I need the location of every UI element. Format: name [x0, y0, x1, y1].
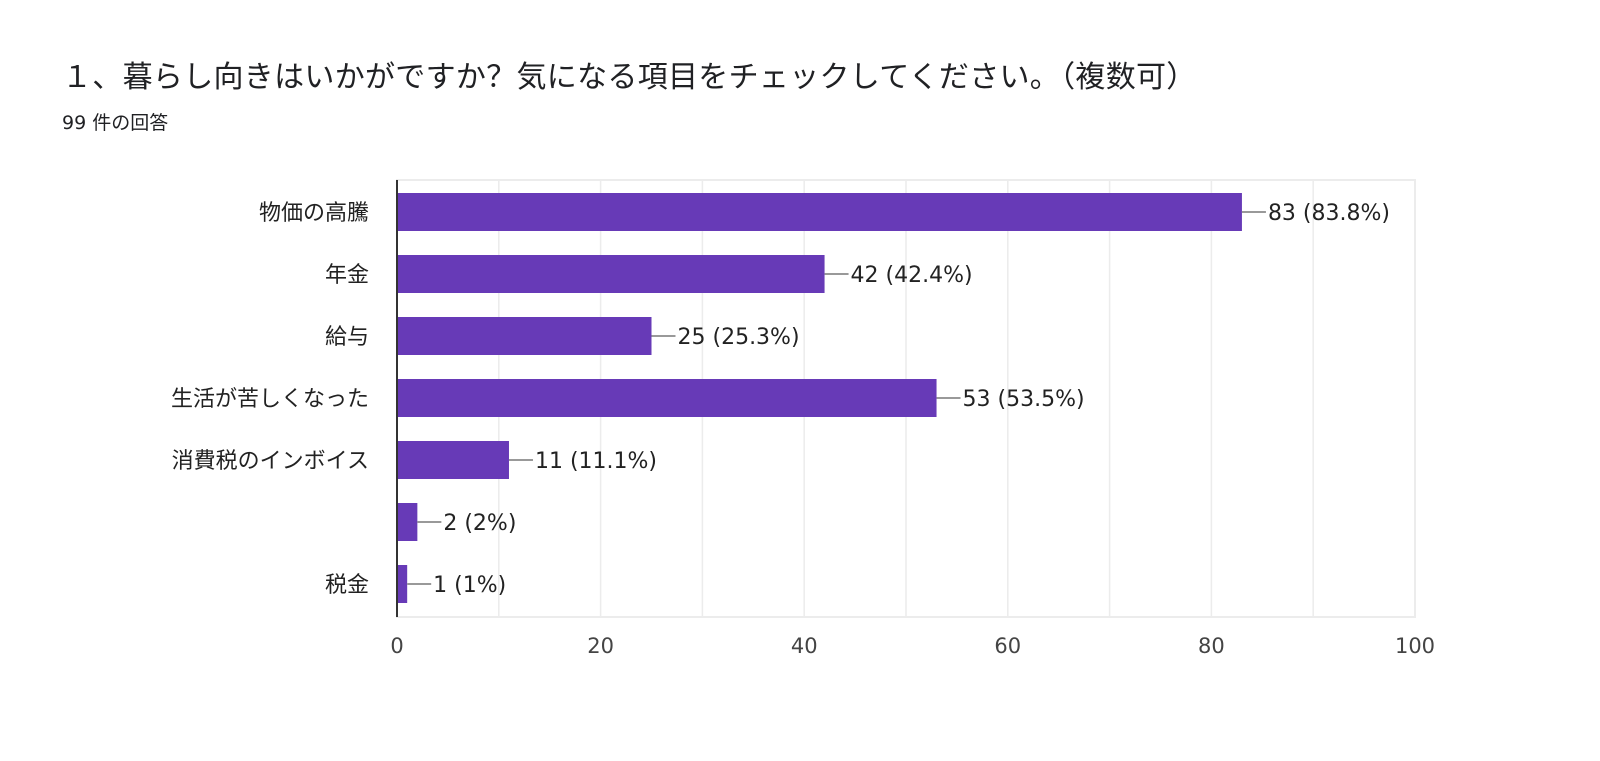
bar-1[interactable] — [397, 255, 825, 293]
bar-4[interactable] — [397, 441, 509, 479]
x-tick-label-2: 40 — [791, 634, 818, 658]
question-title: １、暮らし向きはいかがですか？気になる項目をチェックしてください。（複数可） — [62, 60, 1197, 95]
category-label-2: 給与 — [325, 325, 369, 350]
x-tick-label-0: 0 — [390, 634, 403, 658]
data-label-4: 11 (11.1%) — [535, 449, 657, 474]
x-tick-label-5: 100 — [1395, 634, 1435, 658]
bar-3[interactable] — [397, 379, 937, 417]
data-label-1: 42 (42.4%) — [851, 263, 973, 288]
data-label-2: 25 (25.3%) — [678, 325, 800, 350]
data-label-5: 2 (2%) — [443, 511, 516, 536]
data-label-3: 53 (53.5%) — [963, 387, 1085, 412]
x-tick-label-1: 20 — [587, 634, 614, 658]
category-label-0: 物価の高騰 — [259, 201, 369, 226]
bar-0[interactable] — [397, 193, 1242, 231]
bar-6[interactable] — [397, 565, 408, 603]
category-label-4: 消費税のインボイス — [172, 449, 369, 474]
x-tick-label-4: 80 — [1198, 634, 1225, 658]
data-label-6: 1 (1%) — [433, 573, 506, 598]
data-label-0: 83 (83.8%) — [1268, 201, 1390, 226]
bar-5[interactable] — [397, 503, 418, 541]
category-label-1: 年金 — [325, 263, 369, 288]
response-count: 99 件の回答 — [62, 112, 169, 134]
category-label-6: 税金 — [325, 573, 369, 598]
bar-2[interactable] — [397, 317, 652, 355]
x-tick-label-3: 60 — [994, 634, 1021, 658]
category-label-3: 生活が苦しくなった — [171, 387, 369, 412]
